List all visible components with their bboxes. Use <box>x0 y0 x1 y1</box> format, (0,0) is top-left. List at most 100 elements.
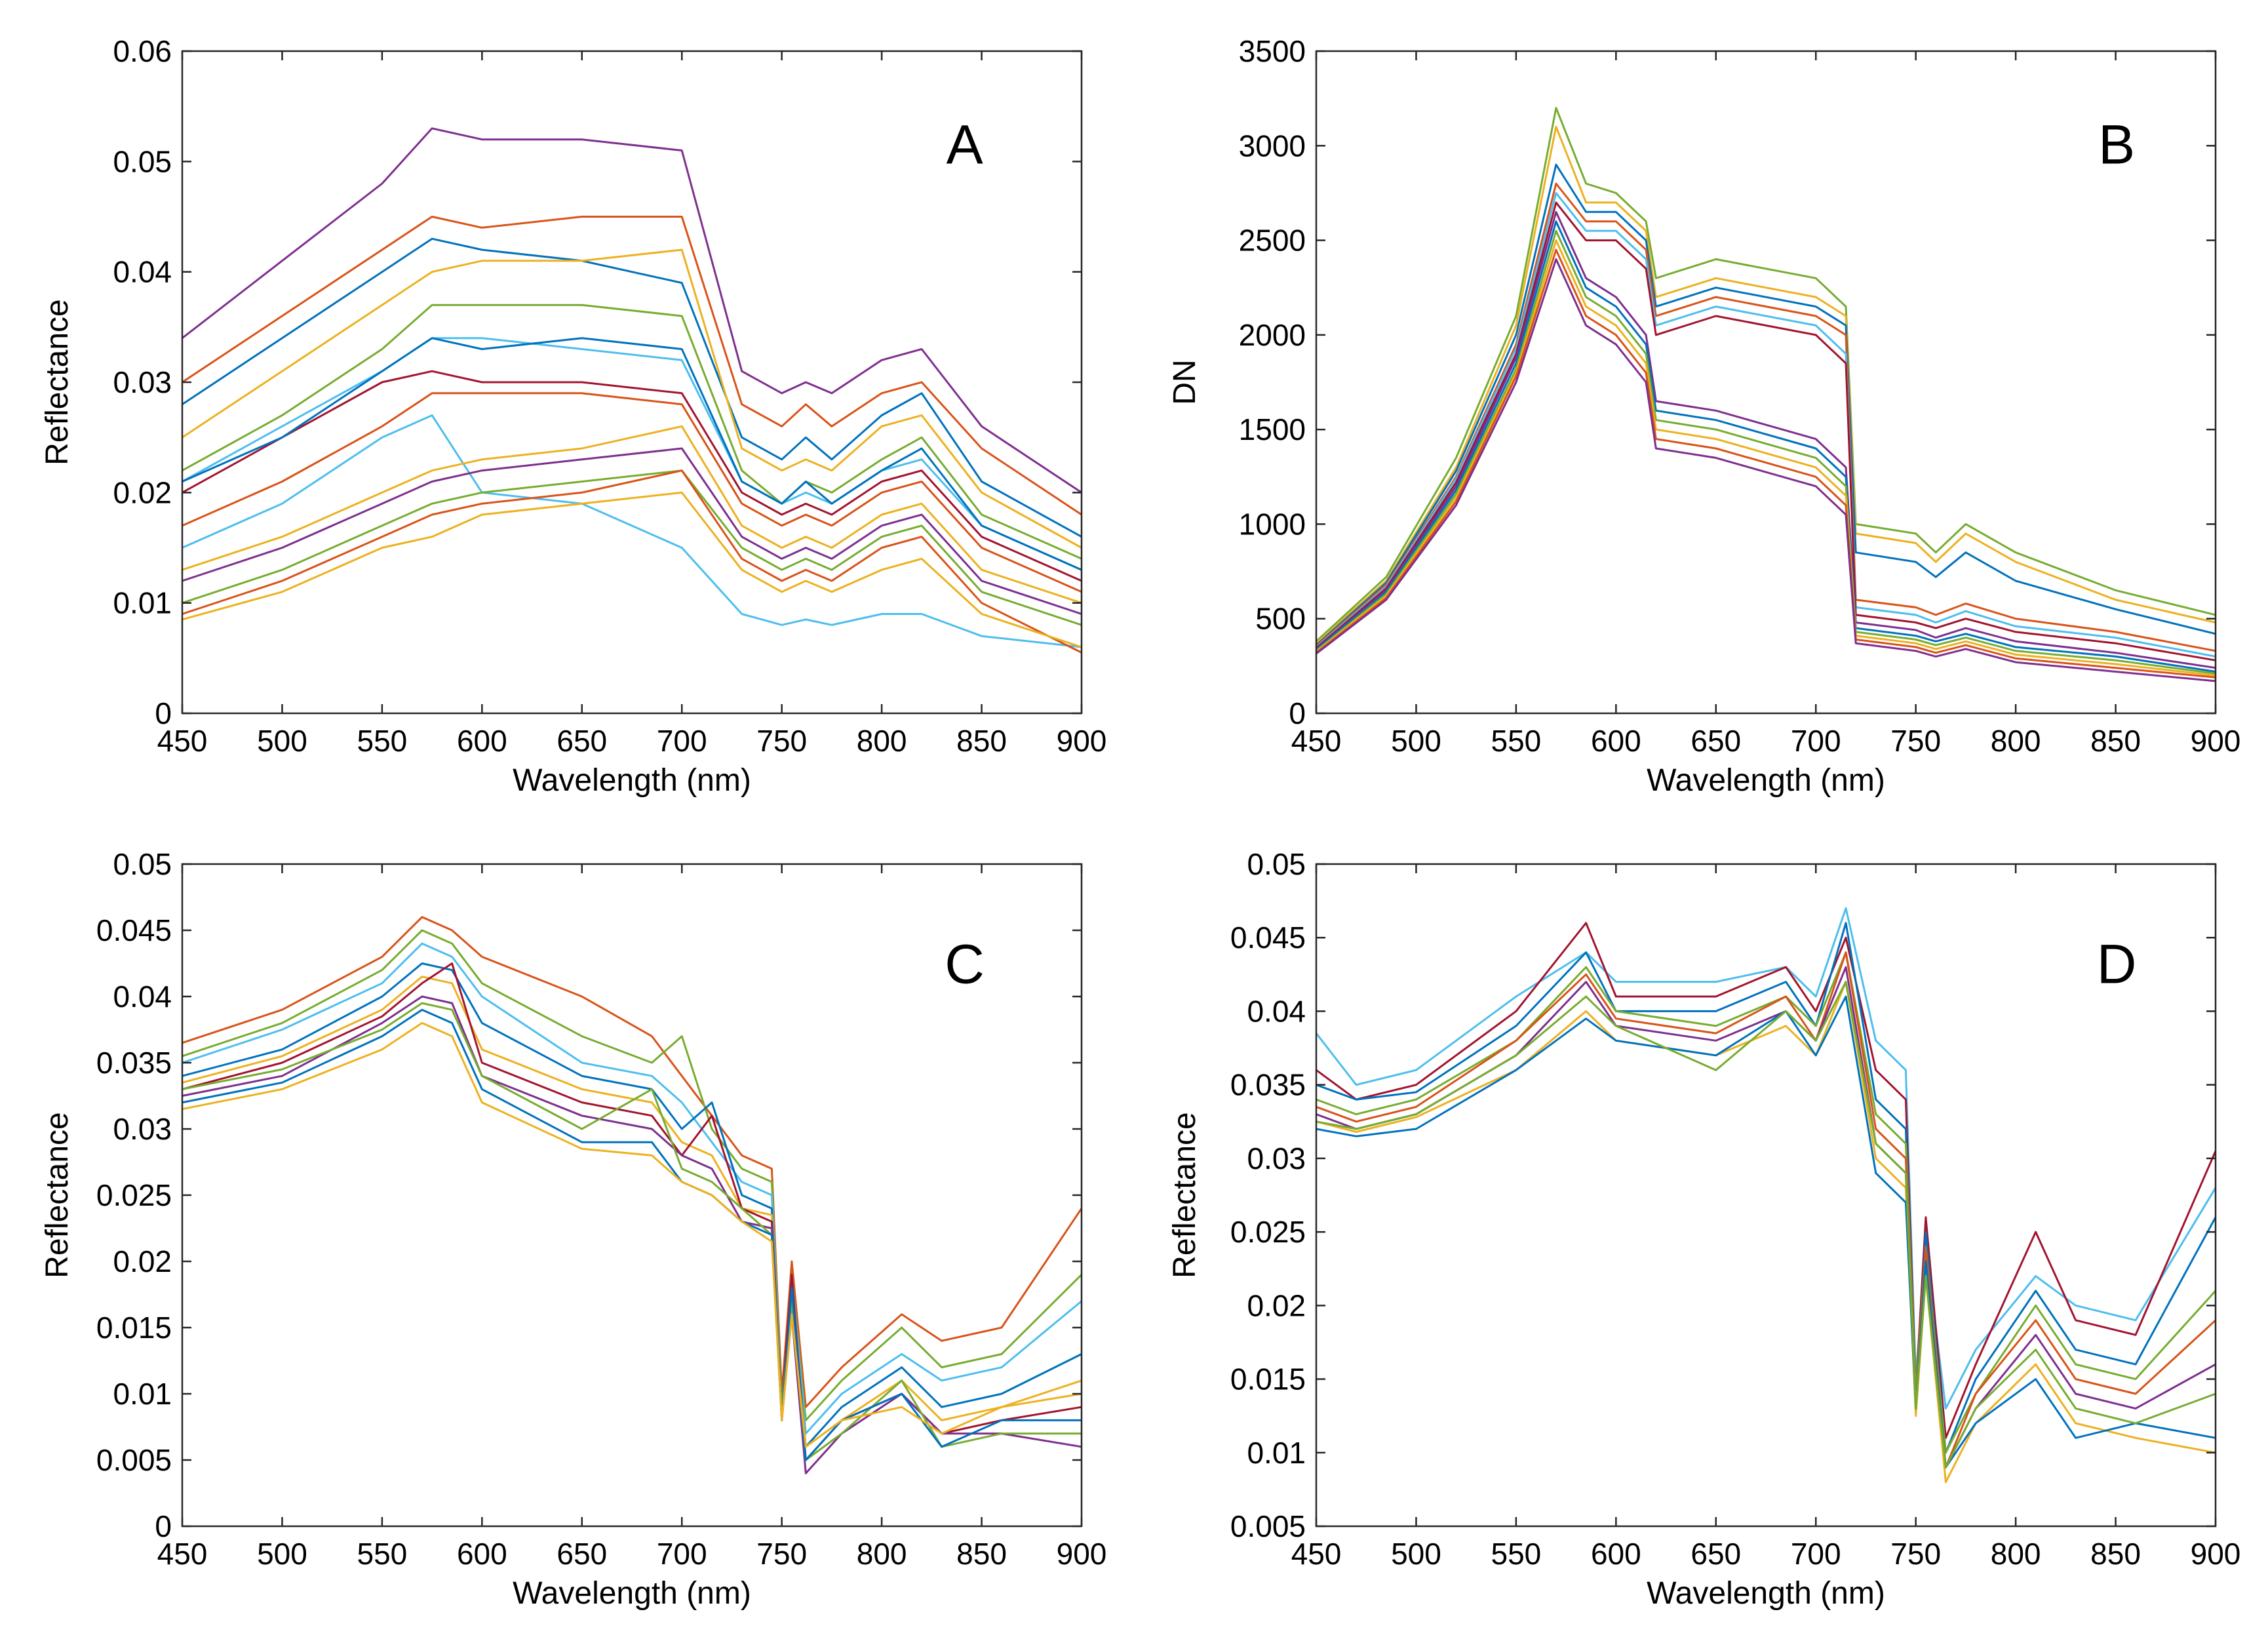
series-line-s5 <box>182 976 1082 1448</box>
x-tick-label: 600 <box>457 724 507 758</box>
series-line-s4 <box>182 248 1082 549</box>
series-lines <box>1315 107 2216 682</box>
y-tick-label: 3000 <box>1239 128 1306 163</box>
x-tick-label: 800 <box>1991 724 2041 758</box>
series-line-s6 <box>1316 201 2216 662</box>
series-line-s8 <box>182 337 1082 571</box>
x-axis-title: Wavelength (nm) <box>513 1576 751 1611</box>
y-tick-label: 500 <box>1255 602 1306 636</box>
y-tick-label: 0.03 <box>113 365 172 399</box>
y-tick-label: 0.05 <box>113 144 172 178</box>
y-tick-label: 0 <box>155 696 172 730</box>
series-line-s10 <box>1316 239 2216 677</box>
y-tick-label: 3500 <box>1239 34 1306 68</box>
x-tick-label: 450 <box>1291 1537 1342 1571</box>
y-tick-label: 0.025 <box>1230 1215 1306 1249</box>
x-tick-label: 450 <box>1291 724 1342 758</box>
x-axis-title: Wavelength (nm) <box>513 763 751 798</box>
y-tick-label: 0.015 <box>96 1311 172 1345</box>
x-tick-label: 450 <box>157 724 208 758</box>
x-tick-label: 550 <box>1491 1537 1542 1571</box>
x-tick-label: 650 <box>557 1537 607 1571</box>
panel-c: 450 500 550 600 650 700 750 800 850 900 0 0.005 0.01… <box>40 847 1106 1611</box>
y-tick-label: 0.04 <box>113 255 172 289</box>
y-tick-label: 0.03 <box>1247 1141 1306 1175</box>
x-tick-label: 700 <box>1791 724 1841 758</box>
series-line-s7 <box>1316 981 2216 1484</box>
series-line-s13 <box>182 469 1082 626</box>
y-tick-label: 0.02 <box>113 1244 172 1278</box>
series-line-s3 <box>1316 163 2216 646</box>
series-line-s8 <box>1316 995 2216 1469</box>
panel-a: 450 500 550 600 650 700 750 800 850 900 0 0.01 0.02 0… <box>40 34 1106 798</box>
series-line-s8 <box>182 1002 1082 1461</box>
series-line-s3 <box>1316 922 2217 1454</box>
y-tick-label: 0.01 <box>113 1377 172 1411</box>
panel-d: 450 500 550 600 650 700 750 800 850 900 0.005 0.01 0… <box>1167 847 2240 1611</box>
series-line-s5 <box>182 304 1082 560</box>
y-tick-label: 0.03 <box>113 1112 172 1146</box>
y-tick-label: 0.01 <box>113 586 172 620</box>
plot-area <box>182 864 1082 1526</box>
x-tick-label: 800 <box>857 1537 907 1571</box>
y-tick-label: 0.035 <box>96 1046 172 1080</box>
x-tick-label: 800 <box>857 724 907 758</box>
series-line-s14 <box>182 469 1082 654</box>
x-tick-label: 850 <box>2090 724 2141 758</box>
x-tick-label: 600 <box>457 1537 507 1571</box>
x-tick-label: 550 <box>1491 724 1542 758</box>
series-line-s1 <box>1315 107 2216 642</box>
series-line-s15 <box>182 491 1082 648</box>
series-line-s9 <box>1316 981 2216 1469</box>
y-tick-label: 0.05 <box>113 847 172 881</box>
y-tick-label: 0.035 <box>1230 1068 1306 1102</box>
series-lines <box>1315 907 2217 1484</box>
y-tick-label: 0.05 <box>1247 847 1306 881</box>
panel-letter: D <box>2097 934 2137 995</box>
x-axis-title: Wavelength (nm) <box>1647 763 1885 798</box>
y-axis-title: DN <box>1167 359 1202 405</box>
series-line-s1 <box>1315 907 2217 1410</box>
y-axis-title: Reflectance <box>40 299 75 465</box>
x-tick-label: 850 <box>2090 1537 2141 1571</box>
x-tick-label: 900 <box>1057 1537 1107 1571</box>
x-tick-label: 650 <box>557 724 607 758</box>
x-tick-label: 700 <box>1791 1537 1841 1571</box>
series-line-s7 <box>1316 210 2216 669</box>
y-tick-label: 0.025 <box>96 1178 172 1212</box>
y-tick-label: 0.04 <box>113 979 172 1014</box>
x-tick-label: 650 <box>1691 724 1741 758</box>
panel-letter: B <box>2098 113 2135 175</box>
series-line-s10 <box>182 414 1082 648</box>
x-tick-label: 750 <box>1890 724 1941 758</box>
x-axis-title: Wavelength (nm) <box>1647 1576 1885 1611</box>
y-tick-label: 2500 <box>1239 224 1306 258</box>
series-line-s2 <box>182 216 1082 516</box>
y-tick-label: 0.005 <box>96 1443 172 1477</box>
x-tick-label: 850 <box>956 1537 1007 1571</box>
x-tick-label: 500 <box>1391 724 1441 758</box>
x-tick-label: 850 <box>956 724 1007 758</box>
series-line-s11 <box>182 425 1082 604</box>
x-tick-label: 600 <box>1591 1537 1641 1571</box>
series-line-s6 <box>1316 966 2216 1469</box>
x-tick-label: 500 <box>1391 1537 1441 1571</box>
panel-b: 450 500 550 600 650 700 750 800 850 900 0 500 1000 15… <box>1167 34 2240 798</box>
y-tick-label: 2000 <box>1239 318 1306 352</box>
plot-area <box>1316 51 2216 713</box>
y-tick-label: 0.02 <box>1247 1288 1306 1322</box>
x-tick-label: 750 <box>1890 1537 1941 1571</box>
x-tick-label: 900 <box>2191 724 2241 758</box>
plot-area <box>1316 864 2216 1526</box>
series-line-s9 <box>1316 229 2216 675</box>
x-tick-label: 500 <box>257 724 307 758</box>
y-axis-title: Reflectance <box>1167 1112 1202 1278</box>
series-line-s5 <box>1316 951 2217 1469</box>
series-line-s8 <box>1316 220 2216 673</box>
y-tick-label: 0.06 <box>113 34 172 68</box>
series-line-s3 <box>182 237 1082 538</box>
axes-box <box>1315 50 2217 715</box>
panel-letter: A <box>947 113 983 175</box>
y-tick-label: 0.015 <box>1230 1362 1306 1396</box>
